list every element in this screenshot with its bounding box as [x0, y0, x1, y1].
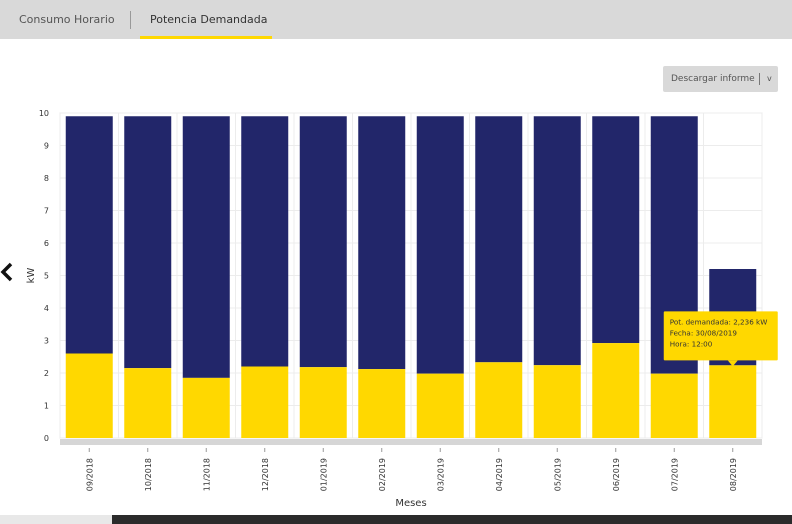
- bar-demand[interactable]: [592, 343, 640, 438]
- y-tick-label: 6: [44, 239, 49, 248]
- bar-contracted[interactable]: [358, 116, 406, 370]
- taskbar-light-segment: [0, 515, 112, 524]
- x-tick-label: 12/2018: [261, 458, 270, 491]
- bar-contracted[interactable]: [182, 116, 230, 378]
- tab-consumo-horario[interactable]: Consumo Horario: [19, 13, 115, 26]
- bar-demand[interactable]: [241, 366, 289, 439]
- bar-demand[interactable]: [124, 368, 172, 438]
- chevron-left-icon[interactable]: [0, 262, 14, 282]
- y-axis-label: kW: [26, 268, 37, 284]
- tab-divider: [130, 11, 131, 29]
- x-tick-label: 07/2019: [670, 458, 679, 491]
- y-tick-label: 5: [44, 272, 49, 281]
- download-report-button[interactable]: Descargar informe v: [663, 66, 778, 92]
- x-tick-label: 02/2019: [378, 458, 387, 491]
- y-tick-label: 2: [44, 369, 49, 378]
- chart-scroll-track[interactable]: [60, 439, 762, 445]
- x-tick-label: 09/2018: [85, 458, 94, 491]
- y-tick-label: 8: [44, 174, 49, 183]
- x-tick-label: 06/2019: [612, 458, 621, 491]
- bar-contracted[interactable]: [124, 116, 172, 369]
- download-report-label: Descargar informe: [671, 74, 755, 84]
- bar-contracted[interactable]: [533, 116, 581, 366]
- tooltip-line: Fecha: 30/08/2019: [670, 328, 738, 337]
- tooltip-pointer: [727, 360, 738, 367]
- taskbar-strip: [0, 515, 792, 524]
- x-tick-label: 04/2019: [495, 458, 504, 491]
- x-tick-label: 11/2018: [202, 458, 211, 491]
- x-axis-label: Meses: [395, 498, 426, 509]
- x-tick-label: 01/2019: [319, 458, 328, 491]
- x-tick-label: 03/2019: [436, 458, 445, 491]
- y-tick-label: 3: [44, 337, 49, 346]
- bar-demand[interactable]: [475, 362, 523, 438]
- bar-contracted[interactable]: [592, 116, 640, 344]
- bar-demand[interactable]: [182, 377, 230, 438]
- bar-contracted[interactable]: [65, 116, 113, 354]
- bar-demand[interactable]: [533, 365, 581, 438]
- tab-potencia-demandada[interactable]: Potencia Demandada: [150, 13, 268, 26]
- bar-demand[interactable]: [416, 373, 464, 438]
- y-tick-label: 7: [44, 207, 49, 216]
- tooltip-line: Hora: 12:00: [670, 339, 713, 348]
- bar-demand[interactable]: [299, 367, 347, 438]
- bar-demand[interactable]: [709, 365, 757, 438]
- y-tick-label: 1: [44, 402, 49, 411]
- tooltip-line: Pot. demandada: 2,236 kW: [670, 317, 768, 326]
- y-tick-label: 4: [44, 304, 49, 313]
- x-tick-label: 05/2019: [553, 458, 562, 491]
- x-tick-label: 08/2019: [729, 458, 738, 491]
- tooltip-box: [663, 311, 778, 361]
- bar-contracted[interactable]: [241, 116, 289, 367]
- bar-contracted[interactable]: [416, 116, 464, 374]
- bar-demand[interactable]: [65, 353, 113, 439]
- y-tick-label: 0: [44, 434, 49, 443]
- bar-demand[interactable]: [358, 369, 406, 438]
- active-tab-indicator: [140, 36, 272, 39]
- bar-contracted[interactable]: [475, 116, 523, 363]
- bar-demand[interactable]: [650, 373, 698, 438]
- y-tick-label: 10: [39, 109, 49, 118]
- button-divider: [759, 73, 760, 85]
- chevron-down-icon[interactable]: v: [767, 74, 772, 83]
- x-tick-label: 10/2018: [144, 458, 153, 491]
- bar-contracted[interactable]: [299, 116, 347, 368]
- tab-bar: Consumo Horario Potencia Demandada: [0, 0, 792, 39]
- y-tick-label: 9: [44, 142, 49, 151]
